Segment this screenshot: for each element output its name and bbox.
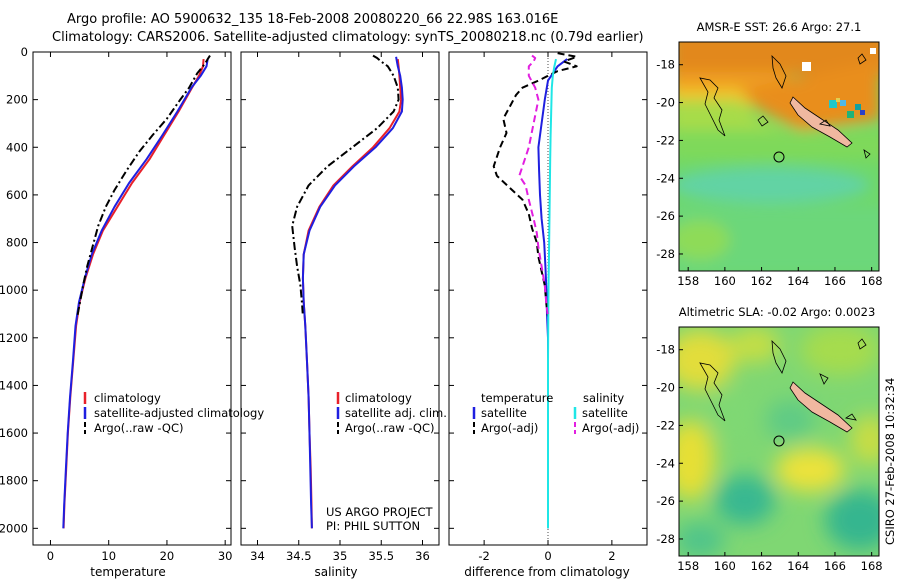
y-tick-label: 0 — [21, 45, 28, 59]
sst-map-field — [679, 42, 879, 271]
legend-label-argo: Argo(..raw -QC) — [345, 421, 435, 435]
x-tick-label: 36 — [415, 549, 430, 563]
x-tick-label: 0 — [544, 549, 551, 563]
x-tick-label: -2 — [478, 549, 489, 563]
series-line-salinity-argo-adj — [518, 54, 549, 317]
credit-timestamp: CSIRO 27-Feb-2008 10:32:34 — [883, 378, 897, 545]
y-tick-label: 200 — [6, 93, 28, 107]
y-tick-label: 400 — [6, 140, 28, 154]
series-line-argo-raw-qc — [291, 54, 400, 317]
map-y-tick-label: -24 — [656, 456, 675, 470]
y-tick-label: 800 — [6, 236, 28, 250]
series-line-climatology — [301, 58, 403, 529]
x-tick-label: 34 — [250, 549, 265, 563]
map-x-tick-label: 160 — [714, 274, 736, 288]
temperature-axis-label: temperature — [90, 565, 165, 579]
map-x-tick-label: 166 — [824, 274, 846, 288]
map-y-tick-label: -26 — [656, 209, 675, 223]
x-tick-label: 34.5 — [286, 549, 312, 563]
map-y-tick-label: -28 — [656, 247, 675, 261]
y-tick-label: 600 — [6, 188, 28, 202]
map-x-tick-label: 160 — [714, 559, 736, 573]
legend-header-temperature: temperature — [481, 391, 553, 405]
legend-label-climatology: climatology — [94, 391, 161, 405]
sst-map-axes: 158 160 162 164 166 168 -18 -20 -22 -24 -26 -28 — [656, 58, 882, 288]
x-tick-label: 0 — [47, 549, 54, 563]
sst-argo-location-marker — [773, 151, 785, 163]
map-y-tick-label: -18 — [656, 343, 675, 357]
sla-argo-location-marker — [773, 435, 785, 447]
x-tick-label: 35 — [333, 549, 348, 563]
legend-label-temp-argo: Argo(-adj) — [481, 421, 538, 435]
series-line-climatology — [62, 59, 205, 529]
x-tick-label: 2 — [608, 549, 615, 563]
legend-label-climatology: climatology — [345, 391, 412, 405]
legend-label-sal-satellite: satellite — [582, 406, 628, 420]
y-tick-label: 1400 — [0, 378, 28, 392]
map-y-tick-label: -24 — [656, 171, 675, 185]
series-line-temperature-satellite — [537, 58, 568, 529]
map-x-tick-label: 168 — [861, 559, 883, 573]
y-tick-label: 1000 — [0, 283, 28, 297]
legend-header-salinity: salinity — [583, 391, 624, 405]
y-tick-label: 2000 — [0, 521, 28, 535]
series-line-salinity-satellite — [547, 58, 557, 529]
difference-plot: -2 0 2 — [449, 51, 647, 563]
sla-map-axes: 158 160 162 164 166 168 -18 -20 -22 -24 -26 -28 — [656, 343, 882, 573]
y-tick-label: 1200 — [0, 331, 28, 345]
sst-map-title: AMSR-E SST: 26.6 Argo: 27.1 — [697, 20, 862, 34]
sla-map-title: Altimetric SLA: -0.02 Argo: 0.0023 — [679, 305, 876, 319]
map-x-tick-label: 162 — [751, 559, 773, 573]
project-name: US ARGO PROJECT — [326, 505, 434, 519]
map-x-tick-label: 158 — [677, 274, 699, 288]
map-y-tick-label: -20 — [656, 96, 675, 110]
x-tick-label: 35.5 — [368, 549, 394, 563]
legend-label-sal-argo: Argo(-adj) — [582, 421, 639, 435]
temperature-panel-frame — [32, 51, 232, 546]
temperature-plot: 0 10 20 30 0 200 400 600 800 1000 1200 1400 1600 1800… — [0, 45, 232, 563]
x-tick-label: 20 — [160, 549, 175, 563]
salinity-panel-frame — [240, 51, 440, 546]
salinity-legend: climatology satellite adj. clim. Argo(..… — [336, 391, 447, 435]
map-x-tick-label: 164 — [787, 559, 809, 573]
temperature-legend: climatology satellite-adjusted climatolo… — [83, 391, 264, 435]
y-tick-label: 1600 — [0, 426, 28, 440]
salinity-axis-label: salinity — [314, 565, 357, 579]
legend-label-temp-satellite: satellite — [481, 406, 527, 420]
y-tick-label: 1800 — [0, 474, 28, 488]
map-y-tick-label: -28 — [656, 532, 675, 546]
map-y-tick-label: -18 — [656, 58, 675, 72]
map-x-tick-label: 162 — [751, 274, 773, 288]
map-y-tick-label: -26 — [656, 494, 675, 508]
series-line-satellite-adjusted-climatology — [62, 58, 209, 529]
legend-label-satellite-adjusted: satellite adj. clim. — [345, 406, 447, 420]
project-pi: PI: PHIL SUTTON — [326, 519, 420, 533]
series-line-satellite-adj-clim — [301, 56, 404, 529]
legend-label-satellite-adjusted: satellite-adjusted climatology — [94, 406, 264, 420]
map-y-tick-label: -22 — [656, 133, 675, 147]
legend-label-argo: Argo(..raw -QC) — [94, 421, 184, 435]
series-line-argo-raw-qc — [76, 55, 211, 317]
figure-title-line2: Climatology: CARS2006. Satellite-adjuste… — [52, 30, 644, 45]
salinity-plot: 34 34.5 35 35.5 36 — [241, 51, 439, 563]
x-tick-label: 30 — [218, 549, 233, 563]
map-x-tick-label: 166 — [824, 559, 846, 573]
map-x-tick-label: 168 — [861, 274, 883, 288]
map-y-tick-label: -22 — [656, 418, 675, 432]
figure-title-line1: Argo profile: AO 5900632_135 18-Feb-2008… — [67, 12, 558, 27]
difference-axis-label: difference from climatology — [464, 565, 630, 579]
series-line-temperature-argo-adj — [492, 52, 578, 317]
map-y-tick-label: -20 — [656, 381, 675, 395]
x-tick-label: 10 — [101, 549, 116, 563]
sla-map-frame — [678, 326, 880, 557]
map-x-tick-label: 164 — [787, 274, 809, 288]
sla-map-field — [679, 327, 879, 556]
sst-map-frame — [678, 41, 880, 272]
map-x-tick-label: 158 — [677, 559, 699, 573]
difference-legend: temperature salinity satellite Argo(-adj… — [472, 391, 639, 435]
